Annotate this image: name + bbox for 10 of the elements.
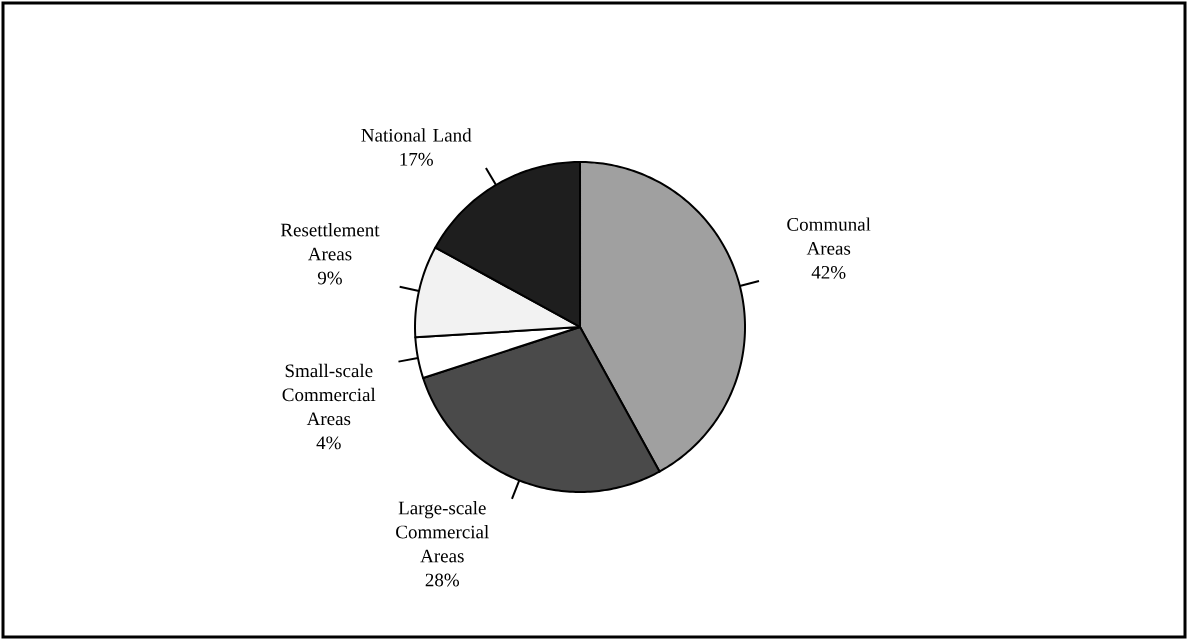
slice-label: Large-scale Commercial Areas <box>396 501 489 563</box>
data-label: 9% <box>317 271 342 285</box>
slice-label: Communal Areas <box>787 217 871 255</box>
data-label: 4% <box>316 436 341 450</box>
slice-label: Small-scale Commercial Areas <box>282 363 376 426</box>
slice-label: Resettlement Areas <box>280 223 380 261</box>
data-label: 28% <box>425 573 460 587</box>
data-label: 42% <box>811 265 846 279</box>
slice-label: National Land <box>361 128 472 142</box>
data-label: 17% <box>400 152 433 166</box>
